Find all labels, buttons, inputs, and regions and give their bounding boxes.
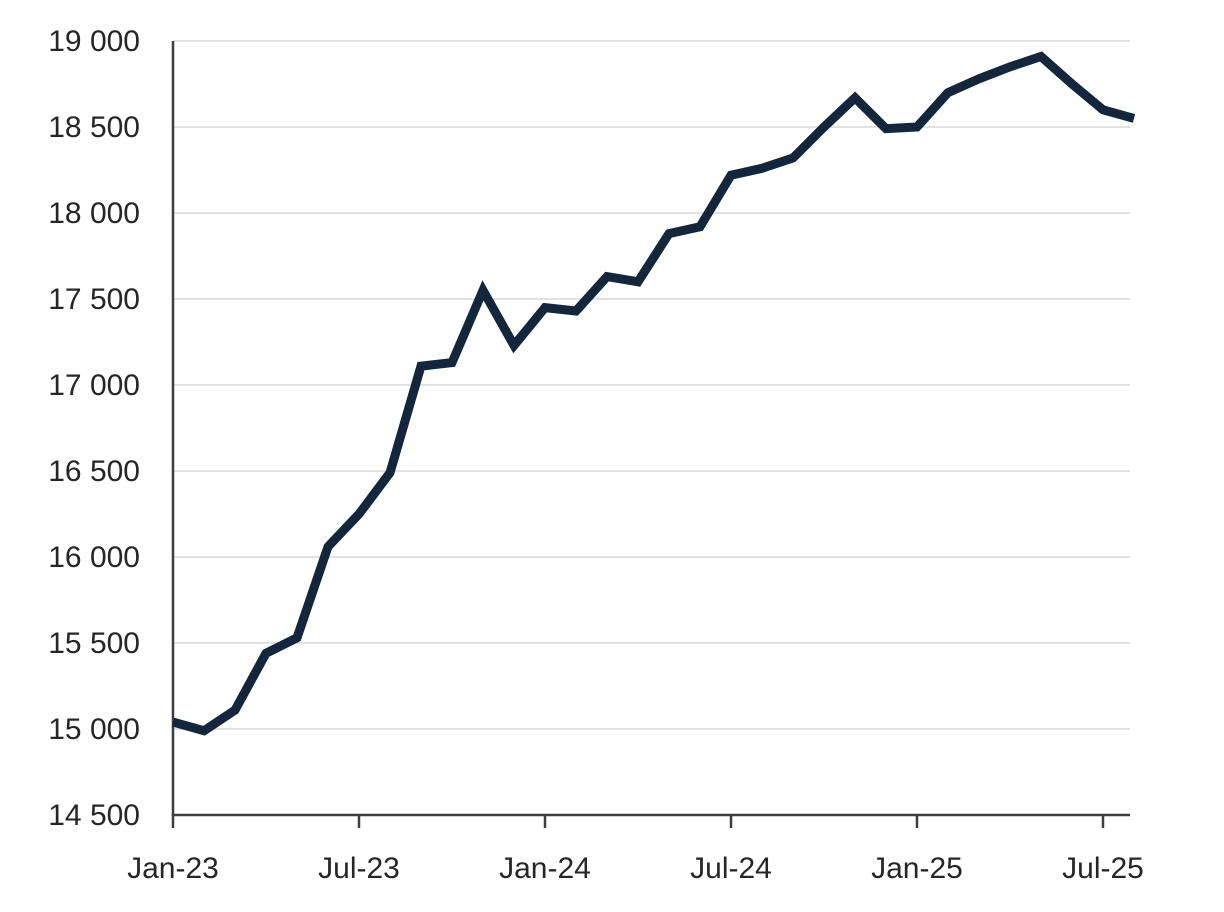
y-tick-label: 14 500 (48, 799, 140, 832)
x-tick-label: Jul-25 (1062, 852, 1144, 885)
x-tick-label: Jan-25 (871, 852, 963, 885)
axis-lines (171, 41, 1130, 817)
y-tick-label: 15 500 (48, 627, 140, 660)
y-gridlines (173, 40, 1130, 730)
y-tick-label: 16 500 (48, 455, 140, 488)
y-tick-label: 19 000 (48, 25, 140, 58)
y-tick-label: 16 000 (48, 541, 140, 574)
x-tick-label: Jul-24 (690, 852, 772, 885)
line-series (171, 51, 1136, 736)
y-tick-label: 18 500 (48, 111, 140, 144)
x-tick-label: Jul-23 (318, 852, 400, 885)
y-tick-label: 17 000 (48, 369, 140, 402)
x-ticks (171, 815, 1105, 828)
y-tick-labels: 14 500 15 000 15 500 16 000 16 500 17 000 17 5… (48, 25, 140, 832)
x-tick-label: Jan-24 (499, 852, 591, 885)
x-tick-label: Jan-23 (127, 852, 219, 885)
y-tick-label: 15 000 (48, 713, 140, 746)
y-tick-label: 17 500 (48, 283, 140, 316)
y-tick-label: 18 000 (48, 197, 140, 230)
x-tick-labels: Jan-23 Jul-23 Jan-24 Jul-24 Jan-25 Jul-25 (127, 852, 1144, 885)
